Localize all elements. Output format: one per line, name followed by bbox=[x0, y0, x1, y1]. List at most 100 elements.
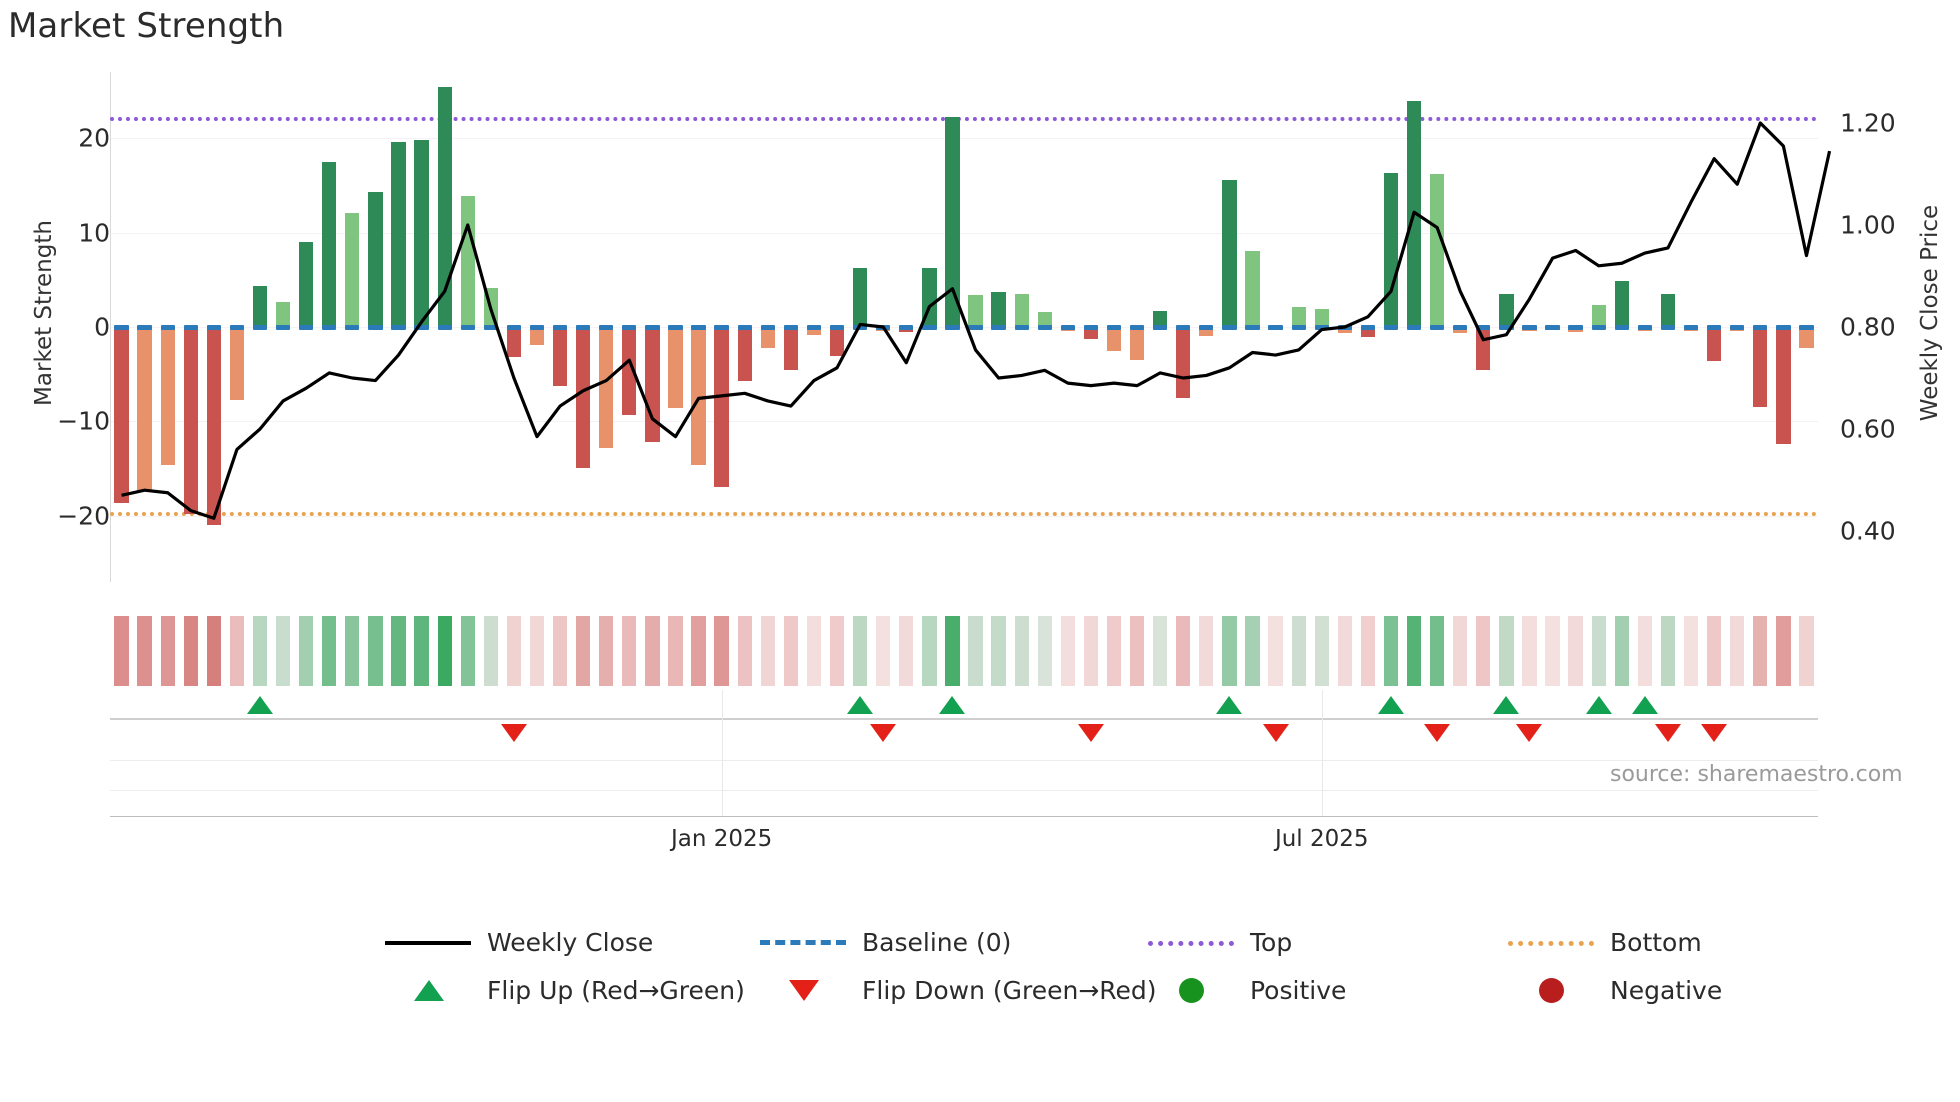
heatmap-cell bbox=[1545, 616, 1560, 686]
heatmap-cell bbox=[899, 616, 914, 686]
baseline-segment bbox=[968, 325, 983, 330]
heatmap-cell bbox=[183, 616, 198, 686]
legend-label: Weekly Close bbox=[487, 927, 654, 957]
heatmap-cell bbox=[137, 616, 152, 686]
heatmap-cell bbox=[368, 616, 383, 686]
legend-item[interactable]: Negative bbox=[1508, 970, 1722, 1010]
baseline-segment bbox=[1730, 325, 1745, 330]
strength-bar bbox=[1360, 327, 1376, 338]
y-tick-right: 1.00 bbox=[1840, 210, 1896, 240]
heatmap-cell bbox=[714, 616, 729, 686]
flip-down-marker bbox=[870, 724, 897, 742]
strength-bar bbox=[206, 327, 221, 526]
legend-label: Baseline (0) bbox=[862, 927, 1012, 957]
baseline-segment bbox=[1683, 325, 1699, 330]
legend-item[interactable]: Positive bbox=[1148, 970, 1346, 1010]
heatmap-cell bbox=[506, 616, 522, 686]
baseline-segment bbox=[322, 325, 337, 330]
strength-bar bbox=[552, 327, 568, 386]
strength-bar bbox=[968, 294, 983, 327]
heatmap-cell bbox=[1660, 616, 1676, 686]
y-tick-right: 0.60 bbox=[1840, 414, 1896, 444]
baseline-segment bbox=[1614, 325, 1629, 330]
strength-bar bbox=[691, 327, 706, 465]
strength-bar bbox=[1383, 173, 1399, 327]
heatmap-cell bbox=[1591, 616, 1606, 686]
source-note: source: sharemaestro.com bbox=[1610, 762, 1903, 787]
baseline-segment bbox=[714, 325, 729, 330]
baseline-segment bbox=[1476, 325, 1491, 330]
heatmap-cell bbox=[1153, 616, 1168, 686]
baseline-segment bbox=[737, 325, 752, 330]
heatmap-cell bbox=[299, 616, 314, 686]
strength-bar bbox=[1083, 327, 1099, 340]
baseline-segment bbox=[1799, 325, 1814, 330]
gridline-y bbox=[110, 515, 1818, 517]
heatmap-cell bbox=[391, 616, 406, 686]
strength-bar bbox=[252, 286, 268, 327]
heatmap-cell bbox=[991, 616, 1006, 686]
strength-bar bbox=[1245, 251, 1260, 327]
heatmap-cell bbox=[1222, 616, 1237, 686]
heatmap-cell bbox=[1637, 616, 1653, 686]
baseline-segment bbox=[622, 325, 637, 330]
baseline-segment bbox=[922, 325, 937, 330]
legend-item[interactable]: Baseline (0) bbox=[760, 922, 1011, 962]
strength-bar bbox=[1799, 327, 1814, 348]
weekly-close-line bbox=[121, 121, 1832, 520]
strength-bar bbox=[183, 327, 198, 514]
strength-bar bbox=[1753, 327, 1768, 408]
strength-bar bbox=[160, 327, 175, 465]
heatmap-cell bbox=[1314, 616, 1329, 686]
strength-bar bbox=[1037, 311, 1052, 327]
y-tick-right: 0.80 bbox=[1840, 312, 1896, 342]
strength-bar bbox=[275, 302, 291, 327]
flip-marker-row bbox=[110, 690, 1818, 760]
baseline-segment bbox=[1291, 325, 1306, 330]
strength-bar bbox=[1499, 293, 1514, 327]
legend-item[interactable]: Flip Down (Green→Red) bbox=[760, 970, 1157, 1010]
baseline-segment bbox=[1037, 325, 1052, 330]
heatmap-cell bbox=[599, 616, 614, 686]
strength-bar bbox=[1430, 174, 1445, 327]
baseline-segment bbox=[1660, 325, 1676, 330]
baseline-segment bbox=[1499, 325, 1514, 330]
baseline-segment bbox=[437, 325, 452, 330]
legend-item[interactable]: Bottom bbox=[1508, 922, 1702, 962]
heatmap-cell bbox=[760, 616, 775, 686]
strength-bar bbox=[437, 87, 452, 327]
strength-bar bbox=[299, 242, 314, 327]
strength-bar bbox=[1129, 327, 1145, 361]
baseline-segment bbox=[806, 325, 822, 330]
strength-bar bbox=[1153, 310, 1168, 327]
flip-down-marker bbox=[1701, 724, 1728, 742]
legend-row-markers: Flip Up (Red→Green) Flip Down (Green→Red)… bbox=[0, 970, 1960, 1010]
heatmap-cell bbox=[876, 616, 891, 686]
x-gridline bbox=[721, 690, 723, 760]
legend-item[interactable]: Weekly Close bbox=[385, 922, 653, 962]
footer-gridline bbox=[110, 760, 1818, 761]
heatmap-cell bbox=[252, 616, 268, 686]
flip-down-marker bbox=[1077, 724, 1104, 742]
strength-bar bbox=[1199, 327, 1214, 337]
heatmap-cell bbox=[1268, 616, 1283, 686]
heatmap-cell bbox=[1199, 616, 1214, 686]
strength-bar bbox=[1222, 179, 1237, 327]
baseline-segment bbox=[991, 325, 1006, 330]
strength-bar bbox=[622, 327, 637, 415]
baseline-segment bbox=[460, 325, 475, 330]
heatmap-cell bbox=[1383, 616, 1399, 686]
strength-bar bbox=[322, 161, 337, 327]
strength-bar bbox=[368, 191, 383, 327]
legend-marker-icon bbox=[1179, 978, 1204, 1003]
baseline-segment bbox=[1383, 325, 1399, 330]
gridline-y bbox=[110, 138, 1818, 140]
baseline-segment bbox=[829, 325, 845, 330]
legend-item[interactable]: Flip Up (Red→Green) bbox=[385, 970, 745, 1010]
heatmap-cell bbox=[622, 616, 637, 686]
strength-bar bbox=[760, 327, 775, 348]
flip-down-marker bbox=[1654, 724, 1681, 742]
strength-bar bbox=[460, 195, 475, 327]
legend-item[interactable]: Top bbox=[1148, 922, 1292, 962]
right-axis-title: Weekly Close Price bbox=[1917, 204, 1943, 422]
